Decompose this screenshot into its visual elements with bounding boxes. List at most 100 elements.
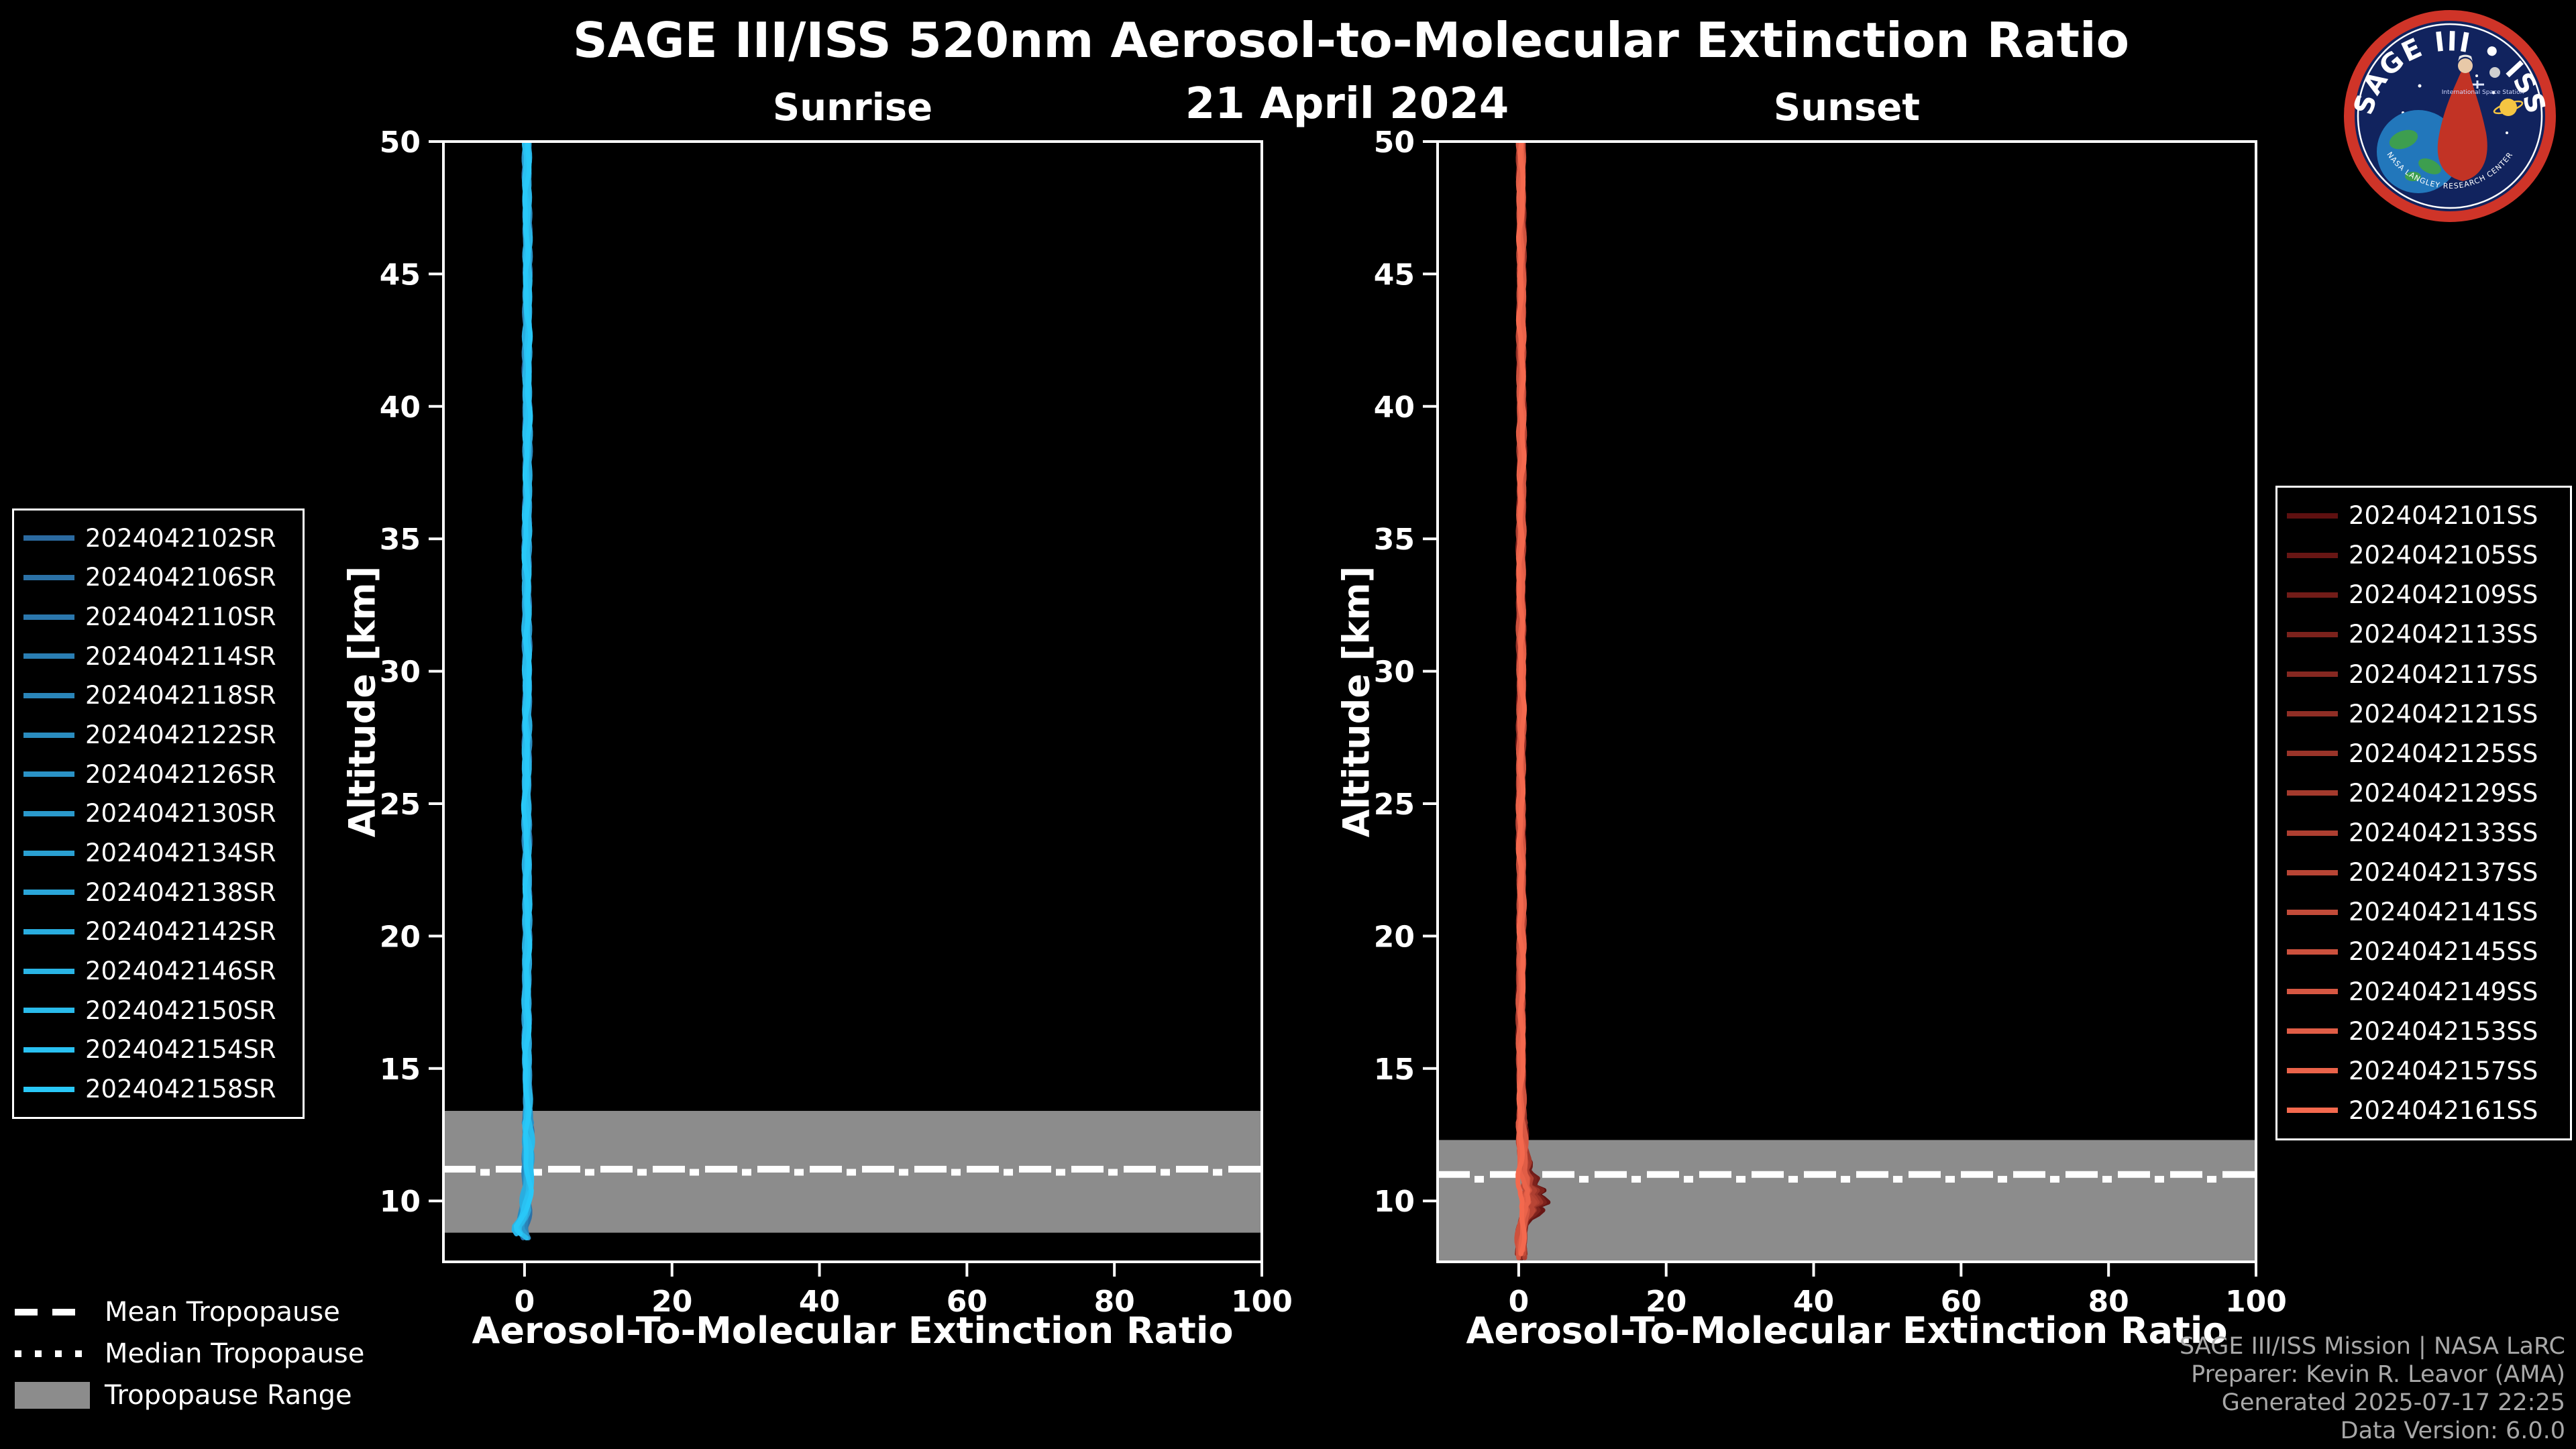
legend-label: 2024042154SR — [85, 1035, 276, 1065]
legend-line-swatch — [2287, 790, 2338, 796]
y-tick-label: 45 — [1374, 258, 1415, 292]
legend-item: 2024042137SS — [2287, 854, 2561, 892]
legend-item: 2024042161SS — [2287, 1091, 2561, 1129]
legend-sunset: 2024042101SS 2024042105SS 2024042109SS 2024… — [2275, 486, 2572, 1140]
legend-label: 2024042101SS — [2349, 501, 2538, 531]
y-tick-label: 35 — [380, 523, 421, 557]
x-tick-label: 0 — [1509, 1285, 1529, 1319]
legend-line-swatch — [2287, 949, 2338, 955]
legend-label: 2024042130SR — [85, 799, 276, 828]
legend-line-swatch — [23, 535, 74, 541]
legend-label: 2024042145SS — [2349, 937, 2538, 967]
legend-line-swatch — [23, 850, 74, 856]
legend-label: 2024042141SS — [2349, 898, 2538, 927]
legend-line-swatch — [2287, 830, 2338, 836]
legend-label: 2024042106SR — [85, 563, 276, 592]
x-tick-label: 80 — [2088, 1285, 2129, 1319]
credit-line: Generated 2025-07-17 22:25 — [2221, 1389, 2565, 1416]
tropopause-legend-label: Median Tropopause — [105, 1338, 365, 1369]
y-tick-label: 40 — [380, 390, 421, 425]
legend-label: 2024042113SS — [2349, 620, 2538, 649]
legend-line-swatch — [23, 653, 74, 659]
legend-label: 2024042158SR — [85, 1075, 276, 1104]
mission-patch-logo: SAGE III • ISS International Space Stati… — [2344, 10, 2556, 222]
legend-line-swatch — [23, 1008, 74, 1014]
y-tick-label: 25 — [380, 788, 421, 822]
legend-line-swatch — [23, 771, 74, 777]
tropopause-legend-item: Mean Tropopause — [15, 1296, 364, 1328]
legend-label: 2024042109SS — [2349, 580, 2538, 610]
tropopause-legend-label: Tropopause Range — [105, 1380, 352, 1411]
x-tick-label: 80 — [1094, 1285, 1135, 1319]
legend-label: 2024042129SS — [2349, 778, 2538, 808]
y-tick-label: 35 — [1374, 523, 1415, 557]
sunrise-profiles — [511, 142, 535, 1240]
legend-line-swatch — [2287, 1028, 2338, 1034]
credit-line: SAGE III/ISS Mission | NASA LaRC — [2180, 1333, 2565, 1360]
sunset-plot: 0 20 40 60 80 100 10 15 20 25 30 35 40 45 50 — [1374, 125, 2287, 1319]
legend-label: 2024042114SR — [85, 641, 276, 671]
astronomer-figure — [2437, 54, 2487, 181]
legend-line-swatch — [23, 810, 74, 816]
y-tick-label: 40 — [1374, 390, 1415, 425]
panel-title-sunrise: Sunrise — [772, 86, 933, 129]
figure-date: 21 April 2024 — [1185, 79, 1509, 129]
credit-line: Preparer: Kevin R. Leavor (AMA) — [2191, 1361, 2565, 1388]
y-tick-label: 20 — [1374, 920, 1415, 954]
legend-line-swatch — [23, 574, 74, 580]
legend-line-swatch — [2287, 909, 2338, 915]
y-tick-label: 30 — [380, 655, 421, 690]
legend-line-swatch — [2287, 592, 2338, 598]
legend-label: 2024042161SS — [2349, 1095, 2538, 1125]
legend-label: 2024042105SS — [2349, 541, 2538, 570]
legend-line-swatch — [23, 968, 74, 974]
legend-sunrise: 2024042102SR 2024042106SR 2024042110SR 2024… — [12, 508, 305, 1119]
legend-line-swatch — [23, 928, 74, 934]
legend-line-swatch — [2287, 869, 2338, 875]
x-tick-label: 40 — [1793, 1285, 1834, 1319]
legend-label: 2024042118SR — [85, 681, 276, 710]
y-tick-label: 20 — [380, 920, 421, 954]
legend-item: 2024042110SR — [23, 598, 293, 636]
tropopause-legend-item: Median Tropopause — [15, 1338, 364, 1370]
profile-line-2024042158SR — [513, 142, 534, 1236]
legend-label: 2024042122SR — [85, 720, 276, 750]
dotted-line-sample — [15, 1350, 90, 1357]
legend-item: 2024042121SS — [2287, 695, 2561, 733]
sun-icon — [2500, 99, 2517, 116]
legend-line-swatch — [23, 614, 74, 620]
legend-item: 2024042125SS — [2287, 735, 2561, 772]
legend-line-swatch — [2287, 989, 2338, 995]
legend-line-swatch — [2287, 1068, 2338, 1074]
legend-item: 2024042153SS — [2287, 1012, 2561, 1050]
legend-item: 2024042114SR — [23, 637, 293, 675]
legend-line-swatch — [23, 732, 74, 738]
legend-item: 2024042142SR — [23, 913, 293, 951]
y-tick-label: 25 — [1374, 788, 1415, 822]
legend-item: 2024042149SS — [2287, 973, 2561, 1010]
legend-item: 2024042106SR — [23, 559, 293, 596]
x-tick-label: 100 — [1231, 1285, 1293, 1319]
legend-item: 2024042113SS — [2287, 616, 2561, 653]
legend-item: 2024042133SS — [2287, 814, 2561, 852]
sunset-profiles — [1514, 142, 1551, 1260]
legend-item: 2024042150SR — [23, 991, 293, 1029]
patch-inner-ring — [2357, 23, 2543, 209]
legend-label: 2024042142SR — [85, 917, 276, 947]
x-tick-label: 60 — [947, 1285, 987, 1319]
y-tick-label: 15 — [380, 1053, 421, 1087]
legend-item: 2024042141SS — [2287, 894, 2561, 931]
x-tick-label: 20 — [651, 1285, 692, 1319]
legend-item: 2024042145SS — [2287, 933, 2561, 971]
legend-line-swatch — [23, 890, 74, 896]
legend-item: 2024042122SR — [23, 716, 293, 754]
profile-line-2024042161SS — [1515, 142, 1527, 1256]
tropopause-legend: Mean Tropopause Median Tropopause Tropopau… — [15, 1296, 364, 1411]
legend-item: 2024042138SR — [23, 873, 293, 911]
legend-line-swatch — [23, 1046, 74, 1053]
moon-icon — [2489, 67, 2500, 78]
y-tick-label: 45 — [380, 258, 421, 292]
legend-label: 2024042102SR — [85, 523, 276, 553]
y-tick-label: 50 — [1374, 125, 1415, 160]
